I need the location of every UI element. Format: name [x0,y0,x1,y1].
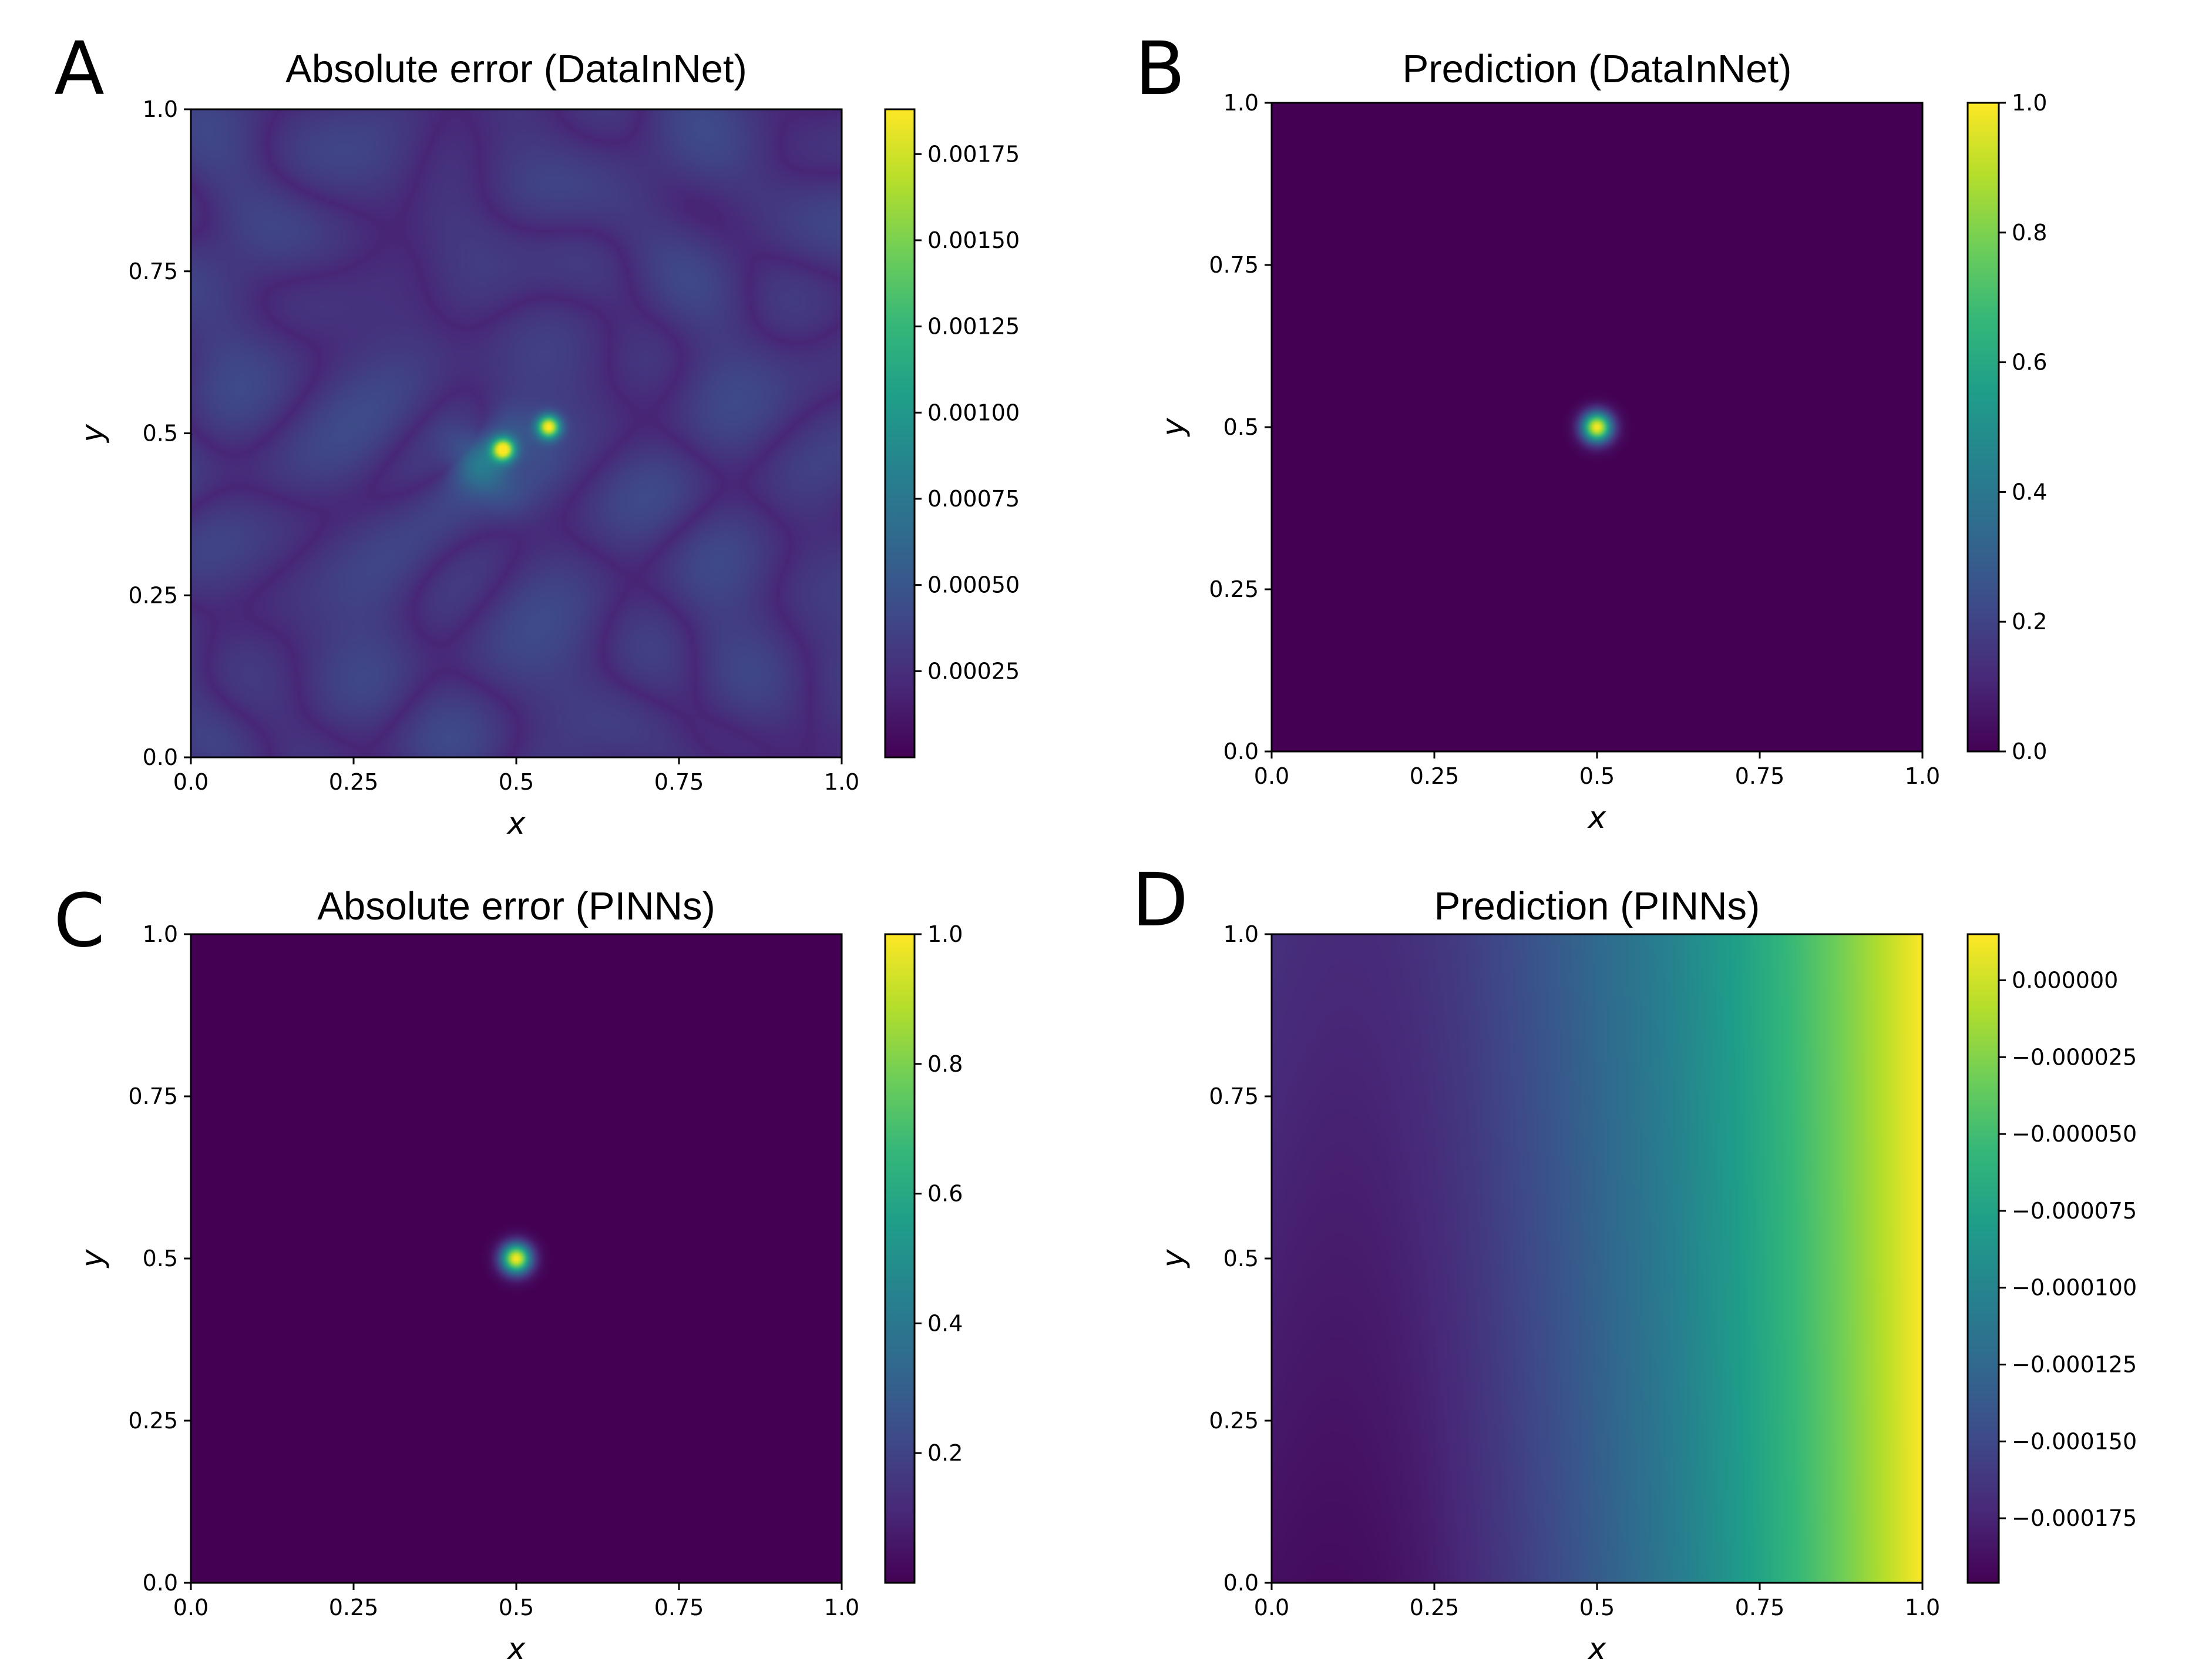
colorbar-frame [1966,102,2000,753]
colorbar-frame [884,108,916,759]
y-axis-label: y [75,424,110,444]
x-tick-label: 0.75 [1735,1595,1785,1620]
y-tick-label: 0.5 [143,421,178,447]
x-tick-label: 0.5 [1579,1595,1615,1620]
colorbar-tick-label: 0.00050 [927,572,1020,598]
x-axis-label: x [506,1632,526,1667]
heatmap-image [1272,934,1922,1583]
colorbar [1968,103,1999,751]
x-tick-label: 0.5 [1579,763,1615,789]
panel-letter: C [53,878,105,964]
panel-letter: D [1132,858,1188,943]
x-tick-label: 0.25 [329,1595,379,1620]
y-axis-label: y [1156,417,1191,437]
colorbar [1968,934,1999,1583]
colorbar-tick-label: 0.2 [2012,609,2047,635]
y-tick-label: 0.0 [1223,1570,1259,1596]
panel-letter: B [1135,26,1185,112]
colorbar-tick-label: 1.0 [2012,90,2047,116]
x-tick-label: 0.75 [654,1595,704,1620]
x-tick-label: 0.0 [1254,1595,1289,1620]
colorbar [885,934,915,1583]
x-tick-label: 0.0 [173,769,209,795]
y-tick-label: 0.0 [1223,739,1259,764]
heatmap-image [191,934,842,1583]
panel-b: B Prediction (DataInNet) 0.0 0.25 0.5 0.75 1.0… [1135,26,2047,835]
colorbar-tick-label: 0.8 [927,1051,963,1077]
colorbar-frame [1966,933,2000,1584]
x-tick-label: 0.5 [499,769,534,795]
colorbar-tick-label: 0.00150 [927,227,1020,253]
y-tick-label: 0.25 [128,1408,178,1434]
x-tick-label: 0.75 [1735,763,1785,789]
x-tick-label: 0.0 [173,1595,209,1620]
x-tick-label: 0.25 [329,769,379,795]
y-tick-label: 0.75 [128,259,178,284]
colorbar-tick-label: −0.000100 [2012,1275,2137,1301]
x-axis-label: x [506,806,526,841]
x-axis-label: x [1587,800,1607,835]
colorbar-tick-label: 0.00125 [927,314,1020,340]
panel-c: C Absolute error (PINNs) 0.0 0.25 0.5 0.75 1.0… [53,878,963,1667]
colorbar-tick-label: −0.000050 [2012,1121,2137,1147]
y-tick-label: 1.0 [143,921,178,947]
y-axis-label: y [1156,1249,1191,1268]
x-tick-label: 0.25 [1410,1595,1460,1620]
colorbar-tick-label: 0.4 [927,1310,963,1336]
chart-title: Prediction (PINNs) [1434,884,1760,928]
colorbar-tick-label: −0.000125 [2012,1352,2137,1378]
colorbar-tick-label: 0.00075 [927,486,1020,512]
colorbar-tick-label: 0.0 [2012,739,2047,764]
y-tick-label: 0.0 [143,1570,178,1596]
chart-title: Absolute error (DataInNet) [285,47,747,91]
y-tick-label: 0.25 [128,582,178,608]
colorbar-tick-label: −0.000150 [2012,1428,2137,1454]
y-tick-label: 0.25 [1209,576,1259,602]
chart-title: Prediction (DataInNet) [1403,47,1792,91]
x-tick-label: 1.0 [824,1595,859,1620]
x-tick-label: 1.0 [1905,763,1940,789]
heatmap-image [191,109,842,757]
colorbar-tick-label: 0.4 [2012,479,2047,505]
colorbar-frame [884,933,916,1584]
chart-title: Absolute error (PINNs) [317,884,715,928]
x-tick-label: 0.5 [499,1595,534,1620]
x-axis-label: x [1587,1632,1607,1667]
y-tick-label: 1.0 [1223,921,1259,947]
colorbar-tick-label: −0.000025 [2012,1044,2137,1070]
colorbar-tick-label: 0.8 [2012,220,2047,246]
colorbar-tick-label: 0.2 [927,1440,963,1466]
y-tick-label: 1.0 [143,96,178,122]
colorbar-tick-label: 0.6 [927,1181,963,1207]
colorbar-tick-label: 0.00025 [927,658,1020,684]
y-tick-label: 0.75 [128,1083,178,1109]
panel-d: D Prediction (PINNs)0.0 0.25 0.5 0.75 1.00.00… [1132,858,2137,1667]
panel-letter: A [54,26,105,112]
colorbar [885,109,915,757]
colorbar-tick-label: −0.000075 [2012,1198,2137,1224]
colorbar-tick-label: −0.000175 [2012,1505,2137,1531]
y-tick-label: 0.75 [1209,252,1259,278]
y-tick-label: 0.5 [1223,414,1259,440]
y-tick-label: 0.75 [1209,1083,1259,1109]
y-tick-label: 0.25 [1209,1408,1259,1434]
colorbar-tick-label: 0.000000 [2012,967,2118,993]
y-tick-label: 0.5 [143,1246,178,1271]
colorbar-tick-label: 1.0 [927,921,963,947]
y-tick-label: 0.5 [1223,1246,1259,1271]
x-tick-label: 1.0 [824,769,859,795]
panel-a: A Absolute error (DataInNet) 0.0 0.25 0.5 0.7… [54,26,1020,841]
x-tick-label: 0.0 [1254,763,1289,789]
x-tick-label: 1.0 [1905,1595,1940,1620]
y-tick-label: 1.0 [1223,90,1259,116]
x-tick-label: 0.75 [654,769,704,795]
heatmap-image [1272,103,1922,751]
y-tick-label: 0.0 [143,744,178,770]
colorbar-tick-label: 0.6 [2012,350,2047,375]
x-tick-label: 0.25 [1410,763,1460,789]
y-axis-label: y [75,1249,110,1268]
colorbar-tick-label: 0.00100 [927,400,1020,425]
colorbar-tick-label: 0.00175 [927,141,1020,167]
